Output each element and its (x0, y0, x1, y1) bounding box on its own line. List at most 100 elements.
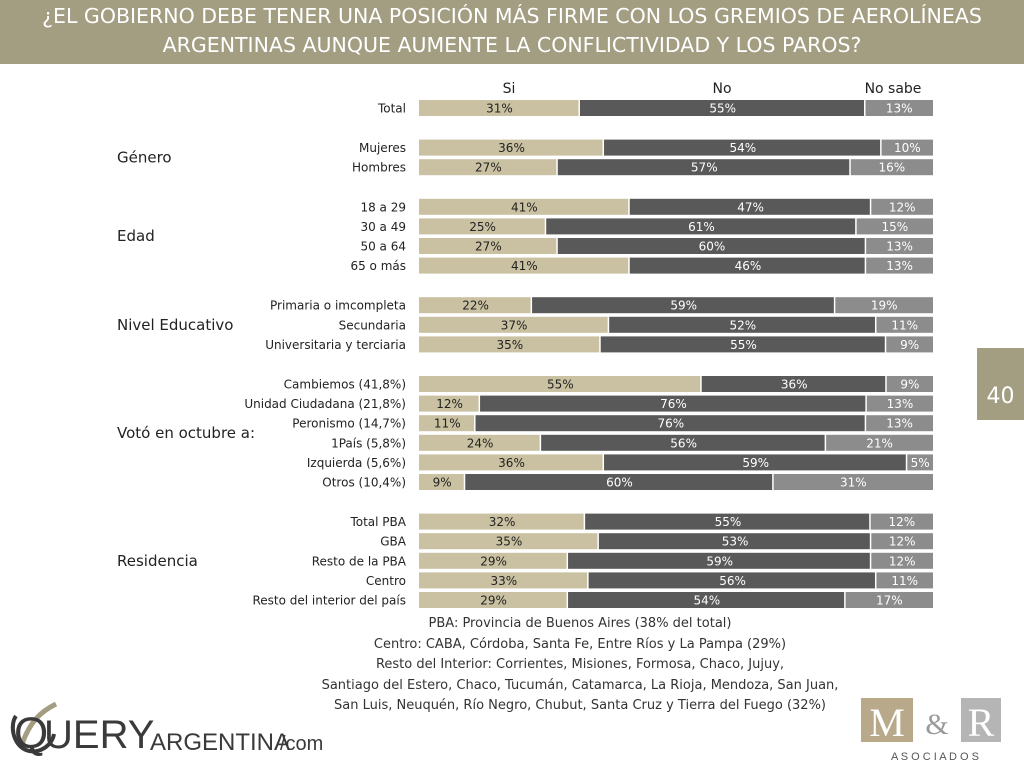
row-label-total: Total (377, 102, 406, 116)
bar-segment-no-sabe (886, 336, 933, 353)
footnote-line-4: Santiago del Estero, Chaco, Tucumán, Cat… (321, 678, 839, 693)
data-label-si: 9% (433, 476, 452, 490)
bar-segment-no-sabe (886, 376, 933, 392)
row-label-65-o-mas: 65 o más (350, 259, 406, 273)
row-label-1pais-5-8: 1País (5,8%) (331, 436, 406, 450)
bar-segment-no-sabe (866, 238, 933, 254)
logo-com: /com (280, 733, 323, 755)
bar-segment-si (419, 297, 531, 314)
data-label-no-sabe: 13% (886, 102, 913, 116)
data-label-si: 32% (489, 515, 516, 529)
data-label-si: 22% (462, 299, 489, 313)
data-label-no-sabe: 9% (900, 378, 919, 392)
bar-segment-no (579, 100, 865, 116)
bar-segment-si (419, 218, 545, 235)
bar-segment-si (419, 552, 567, 569)
logo-m: M (869, 700, 905, 745)
row-label-cambiemos-41-8: Cambiemos (41,8%) (284, 378, 406, 392)
bar-segment-no (568, 592, 845, 608)
data-label-si: 27% (475, 161, 502, 175)
data-label-no-sabe: 21% (866, 436, 893, 450)
bar-segment-no-sabe (871, 198, 933, 215)
data-label-no: 46% (735, 259, 762, 273)
bar-segment-si (419, 316, 608, 333)
data-label-no-sabe: 9% (900, 338, 919, 352)
data-label-no: 54% (729, 141, 756, 155)
logo-argentina: ARGENTINA (150, 729, 290, 756)
data-label-si: 24% (467, 436, 494, 450)
bar-segment-si (419, 572, 588, 589)
bar-segment-si (419, 336, 600, 353)
column-header-si: Si (503, 81, 516, 97)
group-label-nivel-educativo: Nivel Educativo (117, 316, 233, 334)
data-label-no: 55% (715, 515, 742, 529)
row-label-30-a-49: 30 a 49 (360, 220, 406, 234)
bar-segment-si (419, 159, 557, 176)
m-and-r-asociados-logo: M & R A S O C I A D O S (861, 698, 1001, 763)
logo-asociados: A S O C I A D O S (891, 751, 979, 763)
data-label-si: 36% (498, 456, 525, 470)
column-header-no-sabe: No sabe (865, 81, 922, 97)
bar-segment-no (609, 316, 875, 333)
bar-segment-no-sabe (871, 552, 933, 569)
page-title-line-2: ARGENTINAS AUNQUE AUMENTE LA CONFLICTIVI… (162, 33, 862, 57)
data-label-no: 53% (722, 535, 749, 549)
data-label-no-sabe: 13% (886, 259, 913, 273)
bar-segment-no (465, 474, 773, 490)
data-label-si: 35% (496, 535, 523, 549)
bar-segment-no-sabe (907, 454, 933, 471)
bar-segment-no-sabe (773, 474, 933, 490)
bar-segment-no (568, 552, 870, 569)
group-label-genero: Género (117, 148, 172, 166)
data-label-si: 31% (486, 102, 513, 116)
bar-segment-si (419, 474, 464, 490)
bar-segment-no (585, 513, 870, 530)
data-label-no-sabe: 19% (871, 299, 898, 313)
row-label-resto-del-interior-del-pais: Resto del interior del país (252, 594, 406, 608)
data-label-si: 29% (480, 554, 507, 568)
data-label-no-sabe: 5% (911, 456, 930, 470)
bar-segment-si (419, 513, 584, 530)
data-label-no: 54% (694, 594, 721, 608)
footnote-line-5: San Luis, Neuquén, Río Negro, Chubut, Sa… (333, 698, 827, 713)
logo-q: Q (14, 709, 48, 758)
row-label-unidad-ciudadana-21-8: Unidad Ciudadana (21,8%) (244, 397, 406, 411)
row-label-resto-de-la-pba: Resto de la PBA (312, 554, 407, 568)
data-label-no: 59% (742, 456, 769, 470)
bar-segment-no (701, 376, 886, 392)
bar-segment-no-sabe (835, 297, 933, 314)
bar-segment-si (419, 139, 603, 156)
data-label-no-sabe: 12% (889, 200, 916, 214)
group-label-voto-en-octubre-a: Votó en octubre a: (117, 424, 255, 442)
row-label-mujeres: Mujeres (359, 141, 406, 155)
page-title-line-1: ¿EL GOBIERNO DEBE TENER UNA POSICIÓN MÁS… (42, 4, 982, 28)
bar-segment-si (419, 592, 567, 608)
bar-segment-no-sabe (866, 395, 933, 412)
data-label-no: 76% (660, 397, 687, 411)
bar-segment-si (419, 238, 557, 254)
data-label-no-sabe: 11% (891, 318, 918, 332)
logo-r: R (968, 700, 995, 745)
row-label-18-a-29: 18 a 29 (360, 200, 406, 214)
row-label-otros-10-4: Otros (10,4%) (322, 476, 406, 490)
data-label-no-sabe: 12% (889, 515, 916, 529)
bar-segment-no (546, 218, 856, 235)
footnote-line-1: PBA: Provincia de Buenos Aires (38% del … (428, 616, 732, 631)
data-label-no-sabe: 15% (881, 220, 908, 234)
data-label-no: 60% (699, 240, 726, 254)
data-label-no: 60% (606, 476, 633, 490)
footnote-line-2: Centro: CABA, Córdoba, Santa Fe, Entre R… (373, 637, 787, 652)
bar-segment-no-sabe (826, 434, 933, 451)
row-label-secundaria: Secundaria (339, 318, 406, 332)
page-number-box: 40 (977, 348, 1024, 420)
group-label-residencia: Residencia (117, 552, 198, 570)
bar-segment-si (419, 415, 475, 432)
row-label-50-a-64: 50 a 64 (360, 240, 406, 254)
column-header-no: No (712, 81, 731, 97)
bar-segment-no (480, 395, 866, 412)
data-label-si: 41% (511, 200, 538, 214)
row-label-izquierda-5-6: Izquierda (5,6%) (307, 456, 406, 470)
data-label-si: 12% (436, 397, 463, 411)
data-label-si: 37% (501, 318, 528, 332)
data-label-no-sabe: 12% (889, 535, 916, 549)
